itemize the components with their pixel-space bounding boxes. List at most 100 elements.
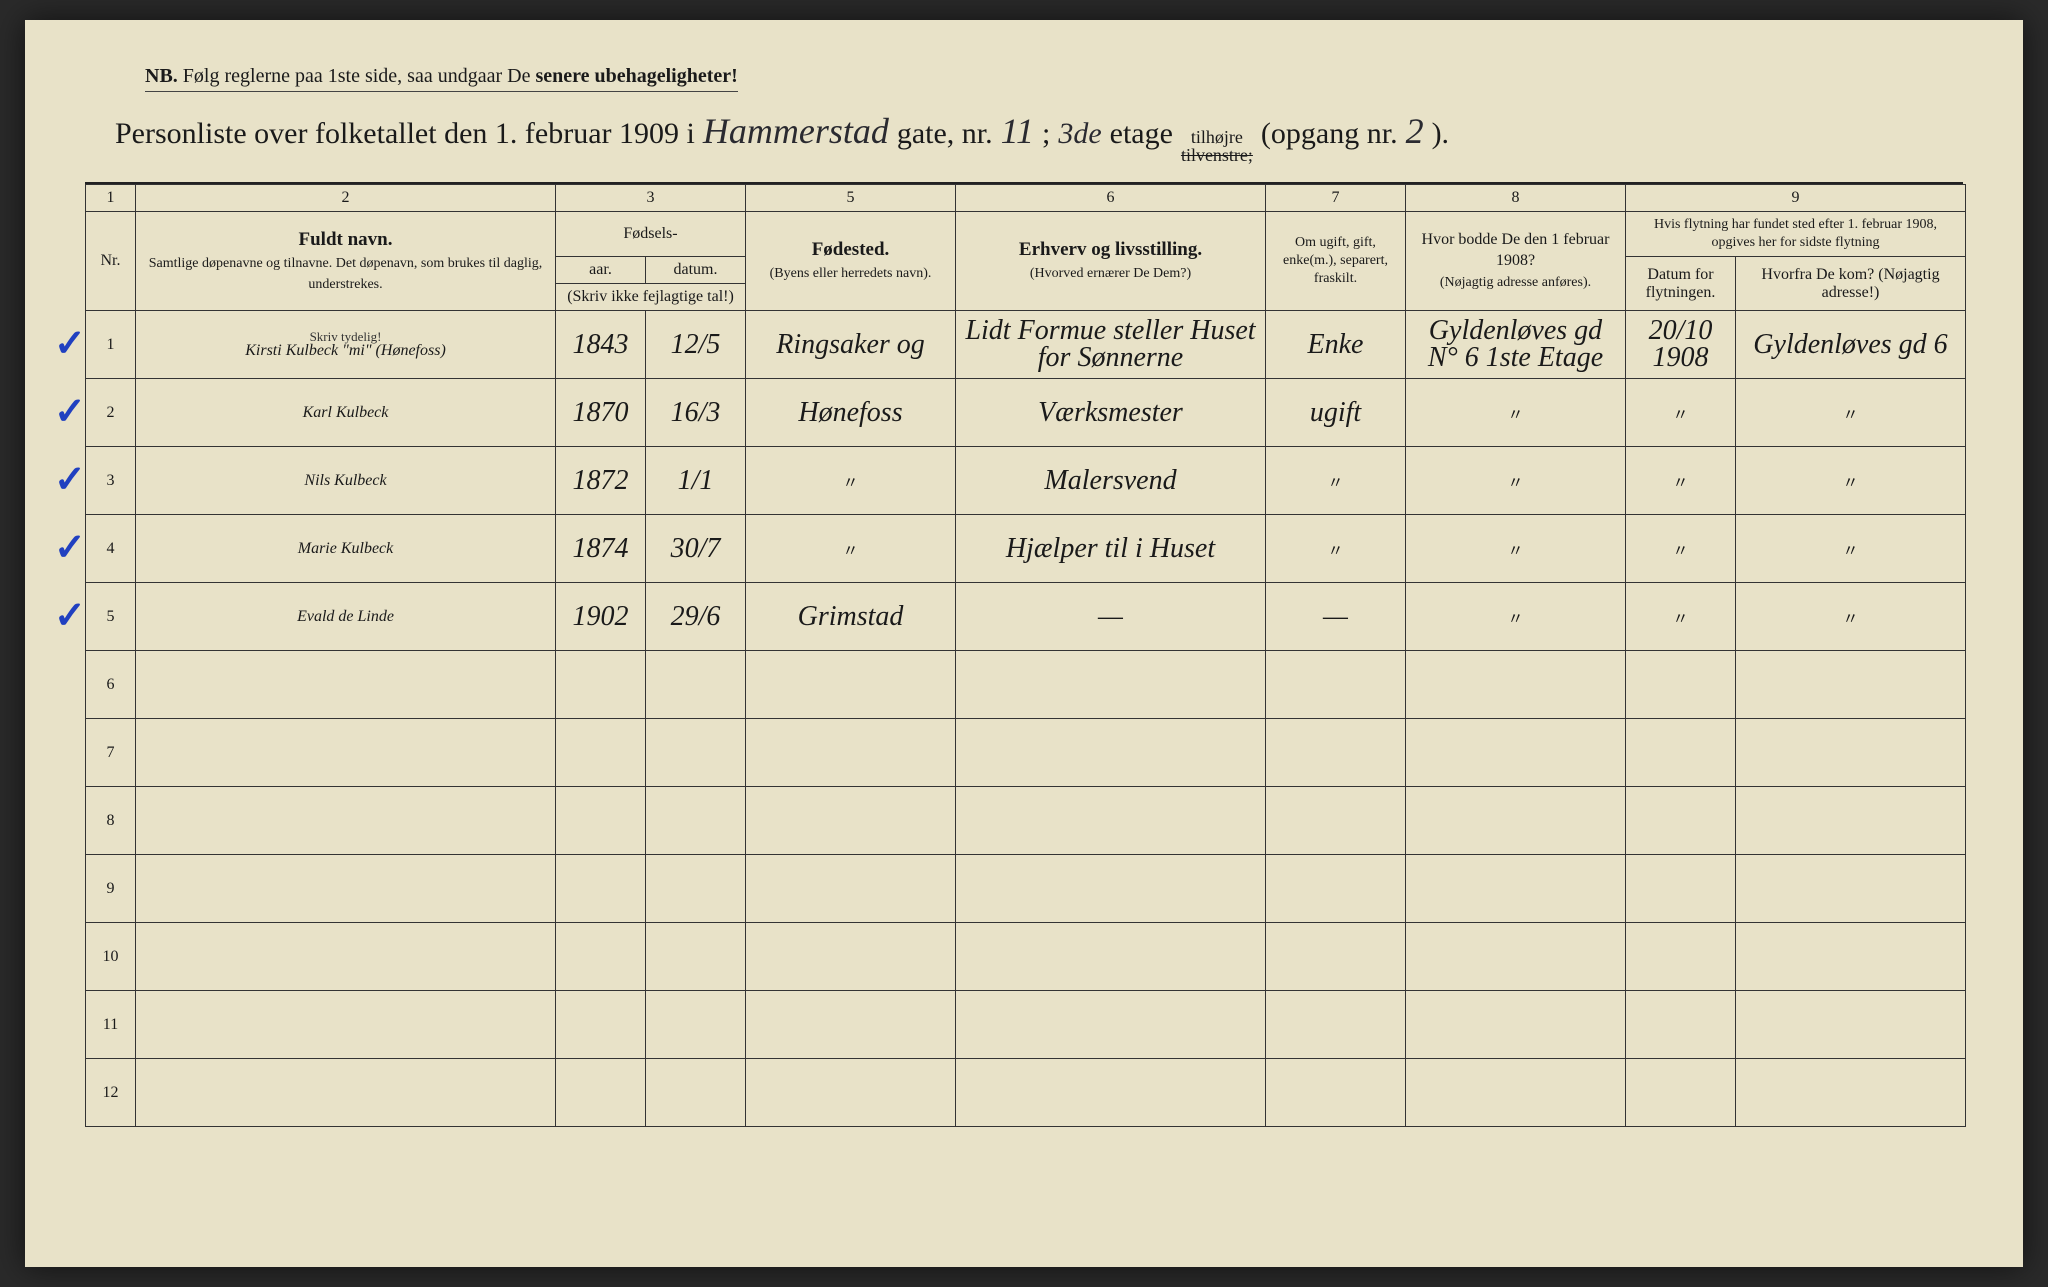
birth-year xyxy=(556,855,646,923)
full-name: Marie Kulbeck xyxy=(136,515,556,583)
prev-address: 〃 xyxy=(1406,379,1626,447)
hdr-fodested-t: Fødested. xyxy=(812,239,890,260)
hdr-erhverv-t: Erhverv og livsstilling. xyxy=(1019,239,1202,260)
birth-year: 1870 xyxy=(556,379,646,447)
coln-6: 6 xyxy=(956,185,1266,212)
coln-3: 3 xyxy=(556,185,746,212)
marital-status: 〃 xyxy=(1266,447,1406,515)
birth-year: 1872 xyxy=(556,447,646,515)
coln-9: 9 xyxy=(1626,185,1966,212)
checkmark-icon: ✓ xyxy=(54,321,86,366)
row-number: 1✓ xyxy=(86,311,136,379)
birthplace xyxy=(746,991,956,1059)
table-row: 11 xyxy=(86,991,1966,1059)
nb-text: Følg reglerne paa 1ste side, saa undgaar… xyxy=(183,65,536,87)
row-number: 8 xyxy=(86,787,136,855)
marital-status: Enke xyxy=(1266,311,1406,379)
coln-1: 1 xyxy=(86,185,136,212)
birth-year xyxy=(556,923,646,991)
birthplace xyxy=(746,923,956,991)
marital-status xyxy=(1266,923,1406,991)
move-date: 〃 xyxy=(1626,515,1736,583)
birth-year xyxy=(556,787,646,855)
full-name xyxy=(136,719,556,787)
birth-date xyxy=(646,923,746,991)
birthplace xyxy=(746,719,956,787)
occupation xyxy=(956,991,1266,1059)
move-from xyxy=(1736,651,1966,719)
occupation: Lidt Formue steller Huset for Sønnerne xyxy=(956,311,1266,379)
full-name: Nils Kulbeck xyxy=(136,447,556,515)
hdr-bodde: Hvor bodde De den 1 februar 1908? (Nøjag… xyxy=(1406,212,1626,311)
table-row: 9 xyxy=(86,855,1966,923)
hdr-navn-top: Fuldt navn. xyxy=(299,229,393,250)
birthplace xyxy=(746,787,956,855)
title-t1: Personliste over folketallet den 1. febr… xyxy=(115,117,695,151)
table-row: 2✓Karl Kulbeck187016/3HønefossVærksmeste… xyxy=(86,379,1966,447)
move-date: 〃 xyxy=(1626,379,1736,447)
hdr-bodde-s: (Nøjagtig adresse anføres). xyxy=(1440,275,1591,290)
side-bot: tilvenstre; xyxy=(1181,145,1253,165)
move-date xyxy=(1626,923,1736,991)
birth-year: 1902 xyxy=(556,583,646,651)
full-name xyxy=(136,787,556,855)
prev-address xyxy=(1406,855,1626,923)
hdr-erhverv-s: (Hvorved ernærer De Dem?) xyxy=(1030,266,1191,281)
row-number: 7 xyxy=(86,719,136,787)
coln-5: 5 xyxy=(746,185,956,212)
move-from xyxy=(1736,1059,1966,1127)
birth-date xyxy=(646,719,746,787)
move-date xyxy=(1626,719,1736,787)
move-date: 〃 xyxy=(1626,583,1736,651)
move-from xyxy=(1736,787,1966,855)
table-row: 12 xyxy=(86,1059,1966,1127)
etage: 3de xyxy=(1058,117,1101,151)
table-body: 1✓Skriv tydelig!Kirsti Kulbeck "mi" (Høn… xyxy=(86,311,1966,1127)
birth-date: 1/1 xyxy=(646,447,746,515)
birth-year xyxy=(556,719,646,787)
checkmark-icon: ✓ xyxy=(54,389,86,434)
birthplace: 〃 xyxy=(746,447,956,515)
prev-address xyxy=(1406,719,1626,787)
move-from: 〃 xyxy=(1736,515,1966,583)
skriv-tydelig-label: Skriv tydelig! xyxy=(142,330,549,343)
marital-status: ugift xyxy=(1266,379,1406,447)
hdr-navn-sub: Samtlige døpenavne og tilnavne. Det døpe… xyxy=(149,256,542,292)
occupation xyxy=(956,855,1266,923)
occupation: Hjælper til i Huset xyxy=(956,515,1266,583)
prev-address xyxy=(1406,787,1626,855)
birth-date xyxy=(646,1059,746,1127)
marital-status xyxy=(1266,787,1406,855)
checkmark-icon: ✓ xyxy=(54,525,86,570)
row-number: 12 xyxy=(86,1059,136,1127)
hdr-ffra: Hvorfra De kom? (Nøjagtig adresse!) xyxy=(1736,257,1966,311)
birth-date: 12/5 xyxy=(646,311,746,379)
table-row: 5✓Evald de Linde190229/6Grimstad——〃〃〃 xyxy=(86,583,1966,651)
census-page: NB. Følg reglerne paa 1ste side, saa und… xyxy=(25,20,2023,1267)
birth-date xyxy=(646,787,746,855)
row-number: 3✓ xyxy=(86,447,136,515)
occupation: — xyxy=(956,583,1266,651)
move-date xyxy=(1626,651,1736,719)
full-name xyxy=(136,651,556,719)
row-number: 5✓ xyxy=(86,583,136,651)
hdr-fodested-s: (Byens eller herre­dets navn). xyxy=(770,266,932,281)
checkmark-icon: ✓ xyxy=(54,457,86,502)
hdr-nr: Nr. xyxy=(86,212,136,311)
full-name xyxy=(136,855,556,923)
title-t6: ). xyxy=(1432,117,1450,151)
table-row: 10 xyxy=(86,923,1966,991)
full-name xyxy=(136,1059,556,1127)
hdr-fodested: Fødested. (Byens eller herre­dets navn). xyxy=(746,212,956,311)
marital-status xyxy=(1266,651,1406,719)
prev-address: Gyldenløves gd N° 6 1ste Etage xyxy=(1406,311,1626,379)
table-row: 7 xyxy=(86,719,1966,787)
row-number: 9 xyxy=(86,855,136,923)
coln-2: 2 xyxy=(136,185,556,212)
occupation: Malersvend xyxy=(956,447,1266,515)
title-t3: ; xyxy=(1042,117,1050,151)
birthplace: 〃 xyxy=(746,515,956,583)
occupation: Værksmester xyxy=(956,379,1266,447)
title-t2: gate, nr. xyxy=(897,117,993,151)
marital-status xyxy=(1266,1059,1406,1127)
